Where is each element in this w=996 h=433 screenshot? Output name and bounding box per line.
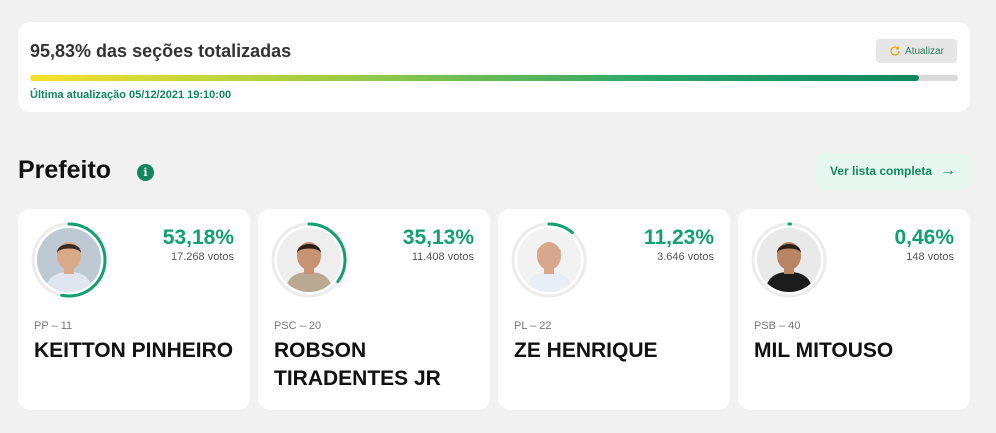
candidate-card[interactable]: 35,13% 11.408 votos PSC – 20 ROBSON TIRA… [258,209,490,410]
candidate-card[interactable]: 11,23% 3.646 votos PL – 22 ZE HENRIQUE [498,209,730,410]
candidate-avatar [517,228,581,292]
vote-share-ring [751,222,827,298]
section-title: Prefeito [18,156,112,184]
candidate-percent: 11,23% [643,226,714,249]
vote-share-ring [271,222,347,298]
candidate-votes: 3.646 votos [657,251,714,263]
candidate-avatar [277,228,341,292]
candidate-percent: 0,46% [894,226,954,249]
ring-progress-arc [271,222,347,298]
portrait-icon [37,228,101,292]
sections-totalized-title: 95,83% das seções totalizadas [30,41,292,61]
candidate-cards: 53,18% 17.268 votos PP – 11 KEITTON PINH… [18,209,970,410]
full-list-label: Ver lista completa [829,164,933,178]
candidate-name: ZE HENRIQUE [514,339,658,362]
last-update-text: Última atualização 05/12/2021 19:10:00 [30,89,232,101]
vote-share-ring [31,222,107,298]
candidate-card[interactable]: 53,18% 17.268 votos PP – 11 KEITTON PINH… [18,209,250,410]
ring-progress-arc [511,222,587,298]
candidate-name: KEITTON PINHEIRO [34,339,234,362]
portrait-icon [277,228,341,292]
refresh-icon [890,46,900,56]
candidate-percent: 35,13% [402,226,474,249]
ring-progress-arc [31,222,107,298]
totalization-progress-fill [30,75,920,81]
ring-progress-arc [751,222,827,298]
totalization-status-card: 95,83% das seções totalizadas Atualizar … [18,22,970,112]
vote-share-ring [511,222,587,298]
candidate-percent: 53,18% [162,226,234,249]
candidate-card[interactable]: 0,46% 148 votos PSB – 40 MIL MITOUSO [738,209,970,410]
candidate-party: PP – 11 [34,320,73,332]
candidate-name: ROBSON TIRADENTES JR [274,339,441,390]
candidate-party: PSC – 20 [274,320,322,332]
info-icon[interactable]: i [137,164,154,181]
candidate-party: PL – 22 [514,320,552,332]
candidate-votes: 17.268 votos [171,251,234,263]
totalization-progress-bar [30,75,958,81]
refresh-label: Atualizar [905,45,944,57]
full-list-button[interactable]: Ver lista completa → [816,153,970,189]
candidate-name: MIL MITOUSO [754,339,894,362]
candidate-avatar [757,228,821,292]
arrow-right-icon: → [940,162,957,179]
refresh-button[interactable]: Atualizar [876,39,957,63]
candidate-avatar [37,228,101,292]
candidate-party: PSB – 40 [754,320,801,332]
portrait-icon [757,228,821,292]
portrait-icon [517,228,581,292]
candidate-votes: 11.408 votos [411,251,474,263]
candidate-votes: 148 votos [906,251,954,263]
